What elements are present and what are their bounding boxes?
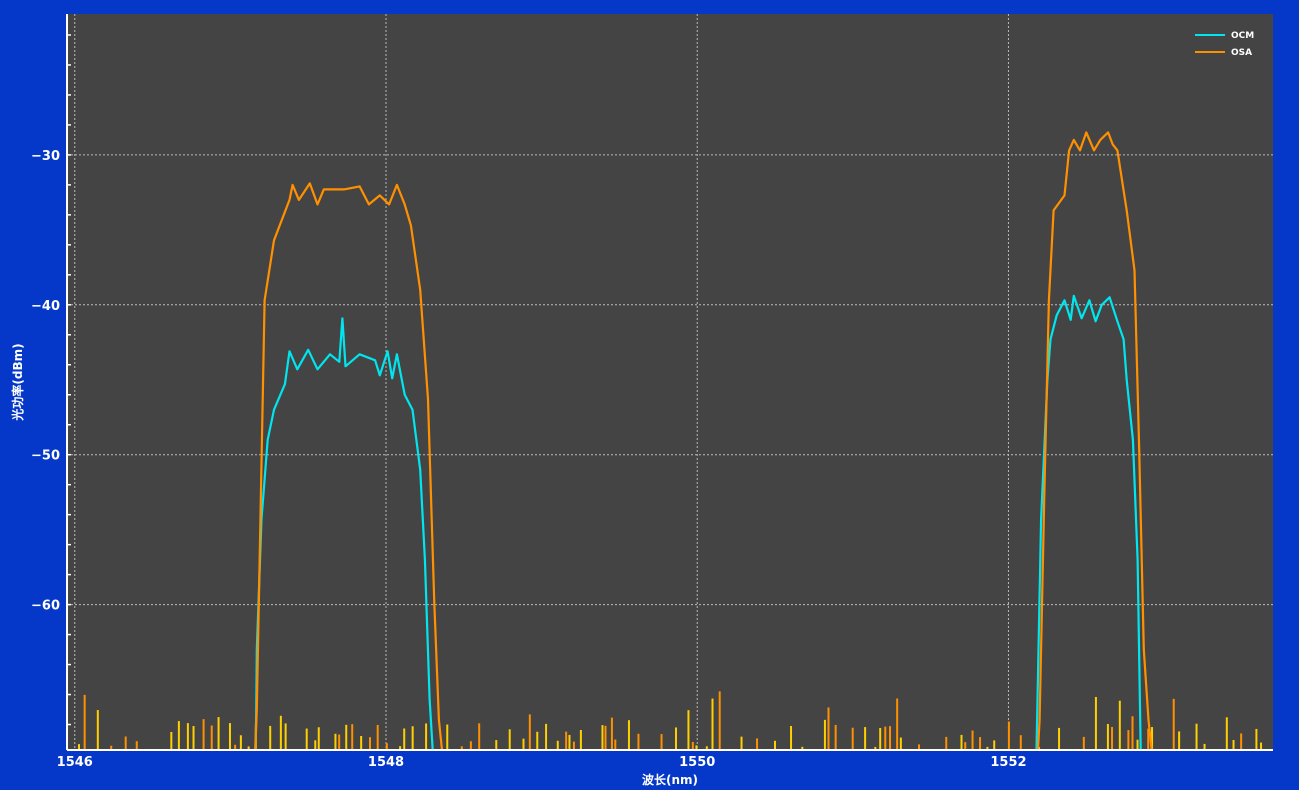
series-line-osa — [1036, 131, 1153, 751]
y-tick-label: −60 — [31, 599, 60, 614]
y-tick-label: −50 — [31, 449, 60, 464]
axes: 1546 1548 1550 1552 −30 −40 −50 −60 — [31, 14, 1273, 770]
series-line-osa — [254, 182, 444, 751]
noise-floor — [78, 691, 1263, 750]
legend-label-ocm: OCM — [1231, 31, 1254, 41]
legend: OCM OSA — [1195, 31, 1254, 58]
x-tick-label: 1550 — [679, 755, 715, 770]
series-line-ocm — [1035, 294, 1142, 751]
series-line-ocm — [254, 317, 434, 751]
plot-area — [67, 14, 1273, 750]
y-tick-label: −30 — [31, 149, 60, 164]
legend-label-osa: OSA — [1231, 48, 1252, 58]
y-tick-label: −40 — [31, 299, 60, 314]
series-lines — [254, 131, 1153, 751]
x-tick-label: 1548 — [368, 755, 404, 770]
x-tick-label: 1552 — [990, 755, 1026, 770]
x-tick-label: 1546 — [57, 755, 93, 770]
grid — [67, 14, 1273, 750]
y-axis-label: 光功率(dBm) — [10, 343, 25, 421]
x-axis-label: 波长(nm) — [642, 772, 698, 787]
